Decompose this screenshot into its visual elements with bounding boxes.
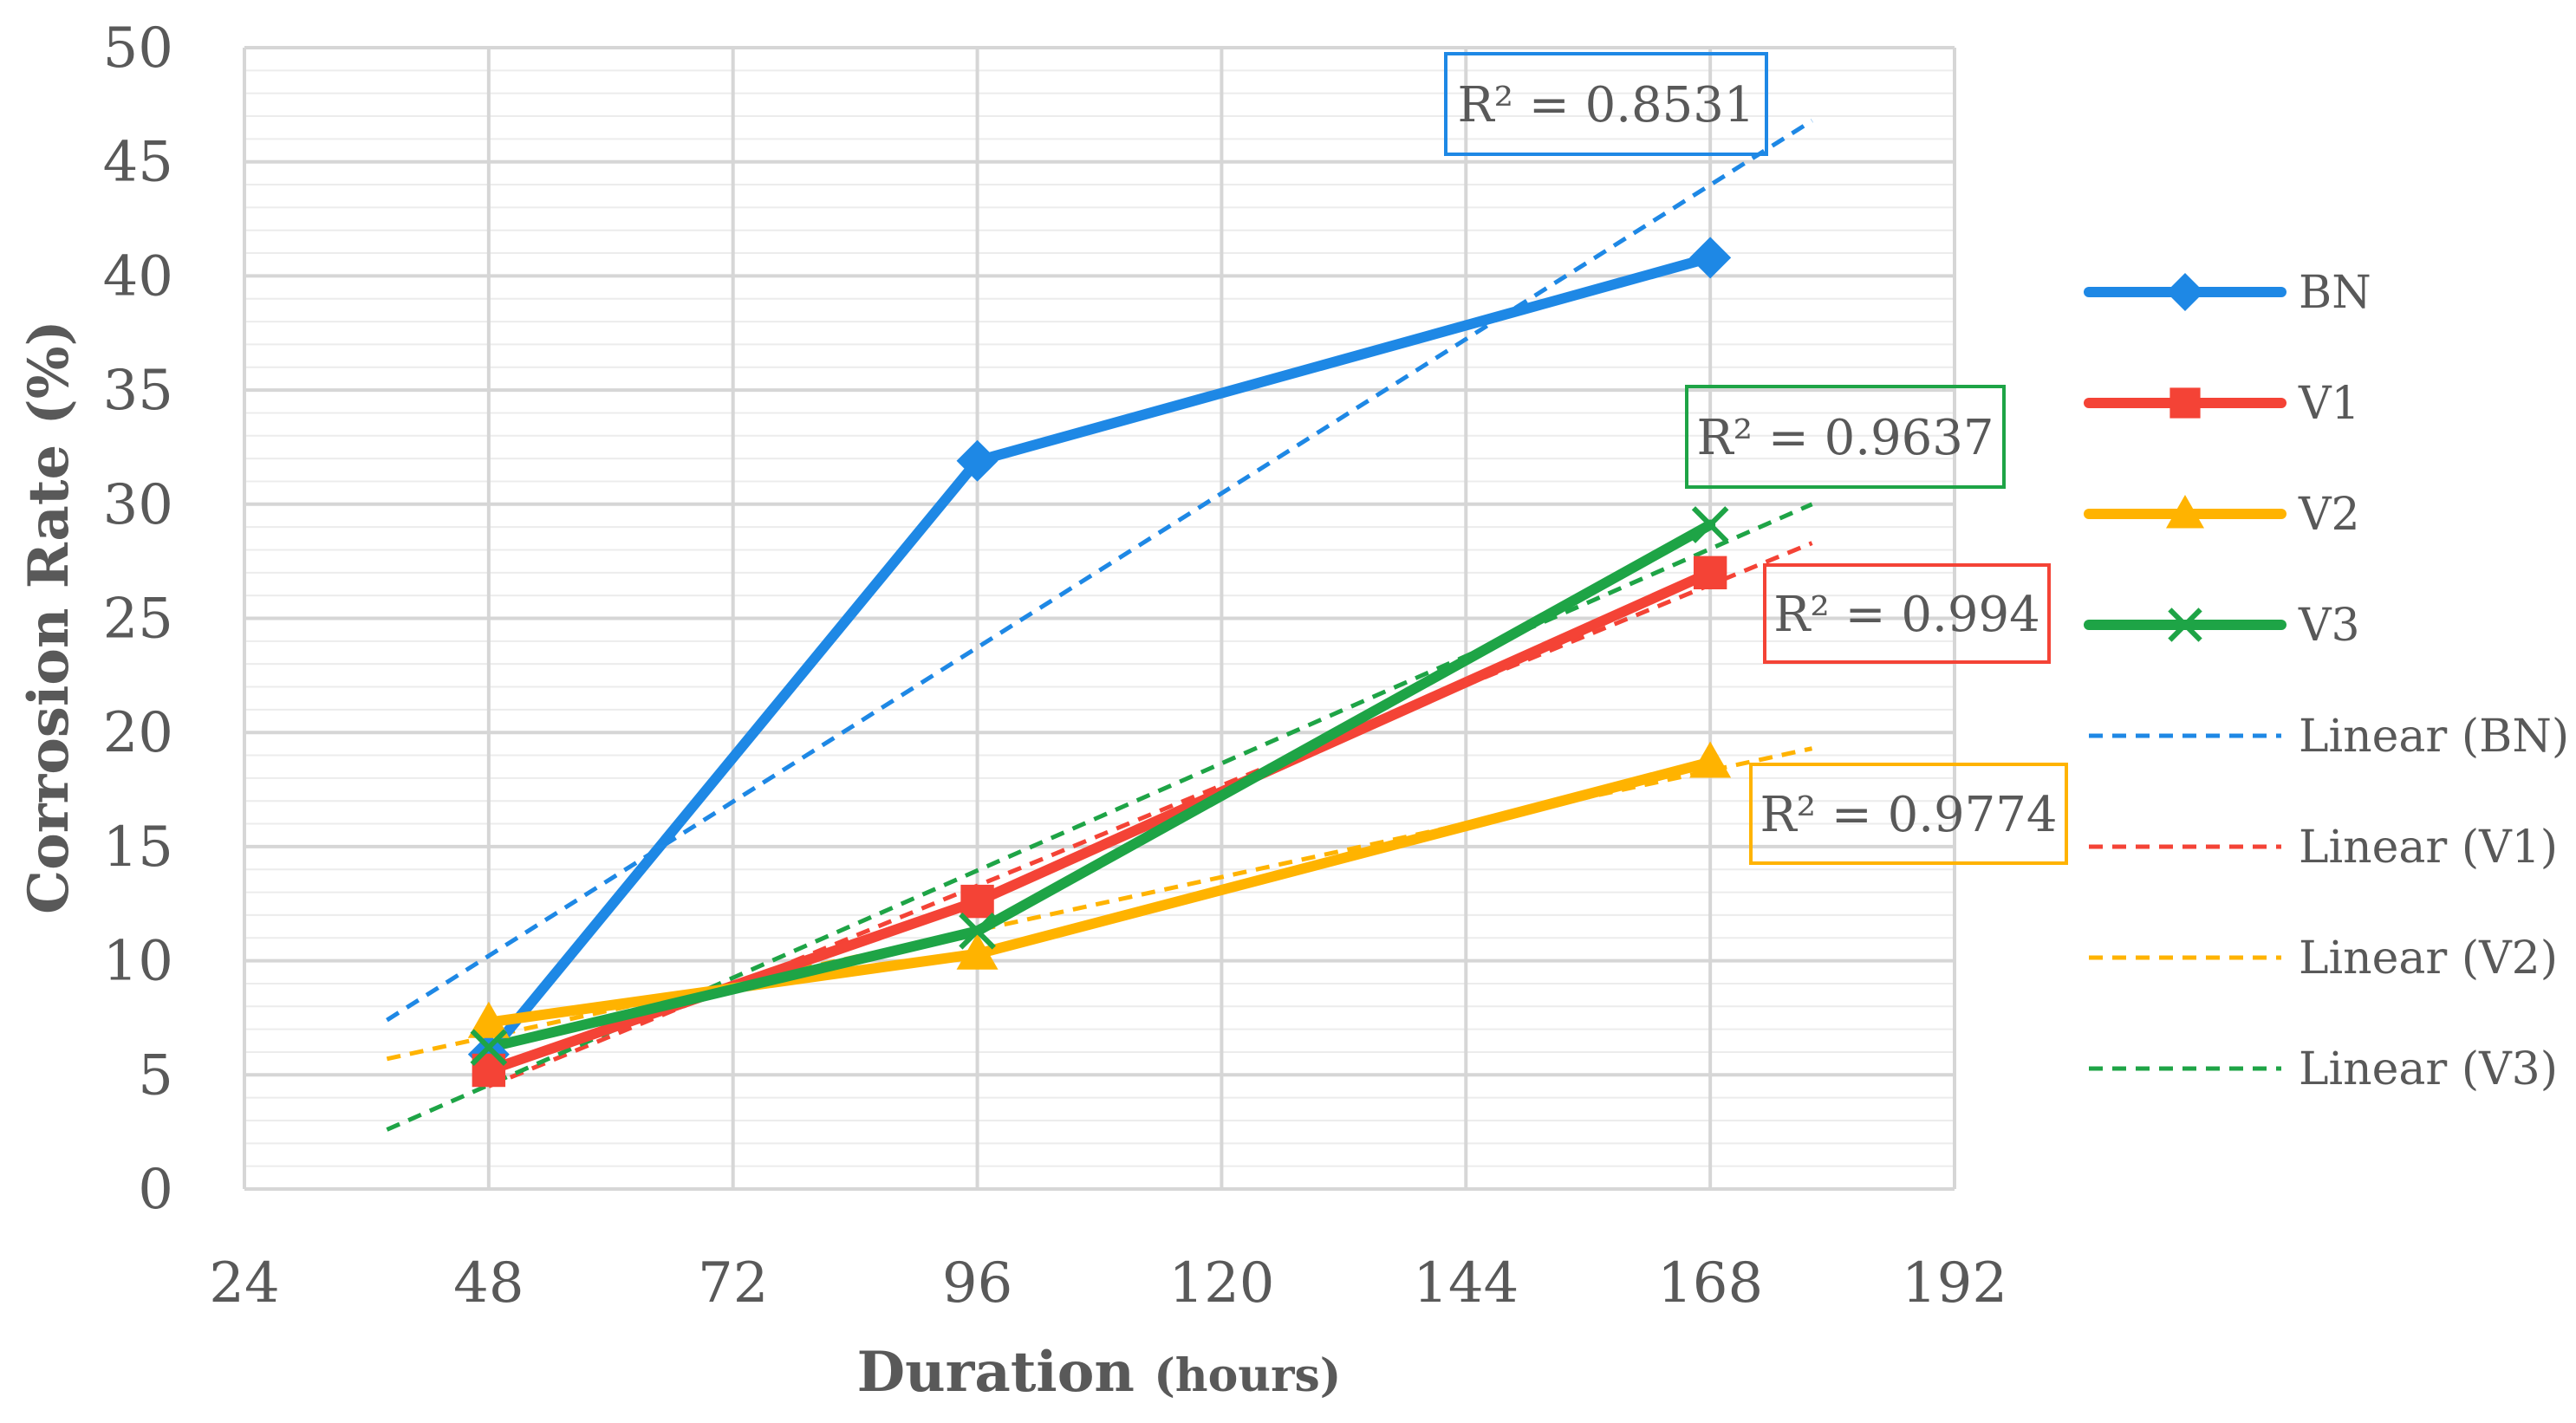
y-tick-label: 45 [103,131,173,195]
data-point-v1 [1693,556,1727,590]
data-point-v2 [467,1001,510,1038]
data-point-v3 [470,1029,508,1067]
data-point-v3 [959,913,996,950]
y-tick-label: 35 [103,359,173,423]
r2-box [1749,763,2068,865]
r2-box [1444,52,1768,156]
x-tick-label: 168 [1657,1251,1763,1316]
y-tick-label: 15 [103,815,173,880]
trendline [386,119,1813,1023]
legend-item: Linear (BN) [2089,711,2569,763]
data-point-bn [1689,237,1732,279]
y-tick-label: 10 [103,930,173,994]
legend-label: Linear (V1) [2299,822,2558,874]
r2-box [1685,385,2006,489]
y-tick-label: 20 [103,701,173,765]
r2-label: R² = 0.9637 [1696,410,1994,466]
x-tick-label: 48 [453,1251,524,1316]
r2-box [1763,563,2051,664]
y-tick-label: 40 [103,244,173,309]
legend-marker [2166,495,2204,529]
legend-marker [2168,608,2202,642]
r2-label: R² = 0.8531 [1457,77,1754,133]
legend-label: Linear (V2) [2299,932,2558,984]
x-axis-title-main: Duration [857,1340,1135,1405]
data-point-bn [956,439,999,482]
y-tick-label: 50 [103,16,173,81]
x-tick-label: 72 [698,1251,768,1316]
legend-marker [2169,387,2201,419]
legend-label: V1 [2298,378,2360,430]
x-axis-title: Duration (hours) [857,1340,1342,1405]
legend-item: Linear (V3) [2089,1043,2558,1095]
x-tick-label: 144 [1413,1251,1519,1316]
data-point-v3 [1691,506,1729,543]
legend-item: V3 [2084,600,2360,652]
marker-stroke [2168,608,2202,642]
tick-labels: 0 5 10 15 20 25 30 35 40 45 50 24 48 72 96 120 144 168 192 [103,16,2008,1316]
r2-label: R² = 0.9774 [1760,787,2057,843]
legend-label: Linear (BN) [2299,711,2569,763]
x-tick-label: 192 [1902,1251,2007,1316]
legend: BN V1 V2 V3 Linear (BN) Linear (V1) Linear (V2… [2084,267,2569,1095]
y-tick-label: 0 [138,1158,173,1222]
legend-item: V2 [2084,489,2360,541]
x-axis-title-unit: (hours) [1154,1349,1341,1402]
r2-label: R² = 0.994 [1773,587,2039,643]
data-point-v2 [956,932,999,970]
x-tick-label: 96 [942,1251,1012,1316]
data-point-v2 [1689,741,1732,778]
legend-item: BN [2084,267,2371,319]
series-line-v3 [483,519,1716,1053]
y-tick-label: 25 [103,588,173,652]
x-tick-label: 24 [209,1251,279,1316]
legend-item: Linear (V2) [2089,932,2558,984]
r2-annotations: R² = 0.8531 R² = 0.994 R² = 0.9774 R² = 0.9… [1444,52,2068,865]
series-markers [467,237,1732,1088]
x-tick-label: 120 [1168,1251,1274,1316]
data-point-v1 [960,884,994,919]
legend-label: Linear (V3) [2299,1043,2558,1095]
marker-stroke [470,1029,508,1067]
legend-marker [2166,273,2204,311]
legend-item: V1 [2084,378,2360,430]
y-axis-title: Corrosion Rate (%) [16,320,81,914]
legend-label: V2 [2298,489,2360,541]
y-tick-label: 30 [103,473,173,537]
legend-item: Linear (V1) [2089,822,2558,874]
legend-label: BN [2299,267,2371,319]
marker-stroke [1691,506,1729,543]
legend-label: V3 [2298,600,2360,652]
marker-stroke [959,913,996,950]
y-tick-label: 5 [138,1043,173,1108]
